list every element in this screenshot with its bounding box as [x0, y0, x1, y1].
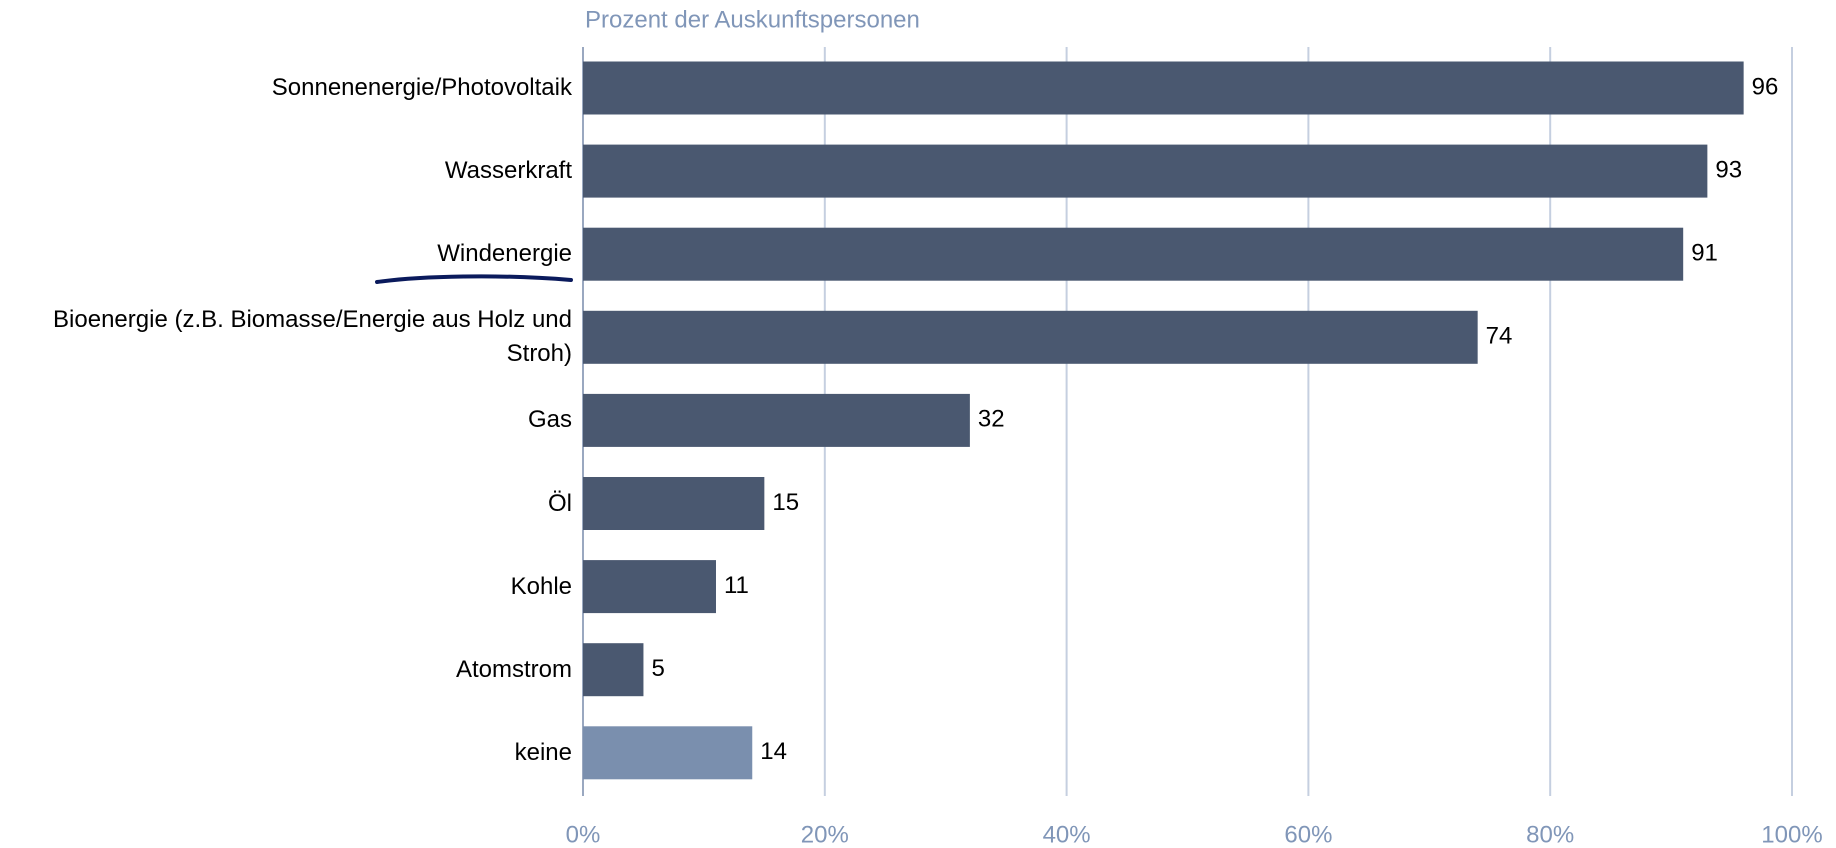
- data-label: 74: [1486, 323, 1513, 350]
- bar: [583, 643, 644, 697]
- x-tick-label: 20%: [801, 821, 849, 848]
- category-label: Atomstrom: [455, 655, 572, 683]
- data-label: 91: [1691, 240, 1718, 267]
- bar: [583, 144, 1708, 198]
- bar: [583, 310, 1478, 364]
- data-label: 5: [651, 655, 664, 682]
- category-label: Kohle: [510, 572, 572, 600]
- bar: [583, 477, 765, 530]
- bar: [583, 227, 1684, 281]
- data-label: 32: [978, 406, 1005, 433]
- data-label: 96: [1752, 73, 1779, 100]
- data-label: 15: [772, 489, 799, 516]
- data-label: 93: [1715, 156, 1742, 183]
- underline: [375, 274, 573, 284]
- data-label: 11: [724, 572, 749, 599]
- category-label: Wasserkraft: [444, 157, 572, 185]
- bar: [583, 726, 753, 780]
- x-tick-label: 100%: [1761, 821, 1822, 848]
- bar: [583, 393, 970, 447]
- category-label: Windenergie: [437, 240, 572, 268]
- x-tick-label: 60%: [1284, 821, 1332, 848]
- chart-subtitle: Prozent der Auskunftspersonen: [585, 6, 920, 33]
- bar: [583, 61, 1744, 115]
- bar: [583, 560, 716, 614]
- x-tick-label: 80%: [1526, 821, 1574, 848]
- category-label: Gas: [527, 406, 572, 434]
- category-label: Öl: [548, 489, 572, 517]
- data-label: 14: [760, 738, 787, 765]
- category-label: keine: [514, 738, 572, 766]
- x-tick-label: 40%: [1043, 821, 1091, 848]
- category-label: Sonnenenergie/Photovoltaik: [271, 74, 572, 101]
- category-label: Bioenergie (z.B. Biomasse/Energie aus Ho…: [53, 306, 572, 368]
- x-tick-label: 0%: [566, 821, 601, 848]
